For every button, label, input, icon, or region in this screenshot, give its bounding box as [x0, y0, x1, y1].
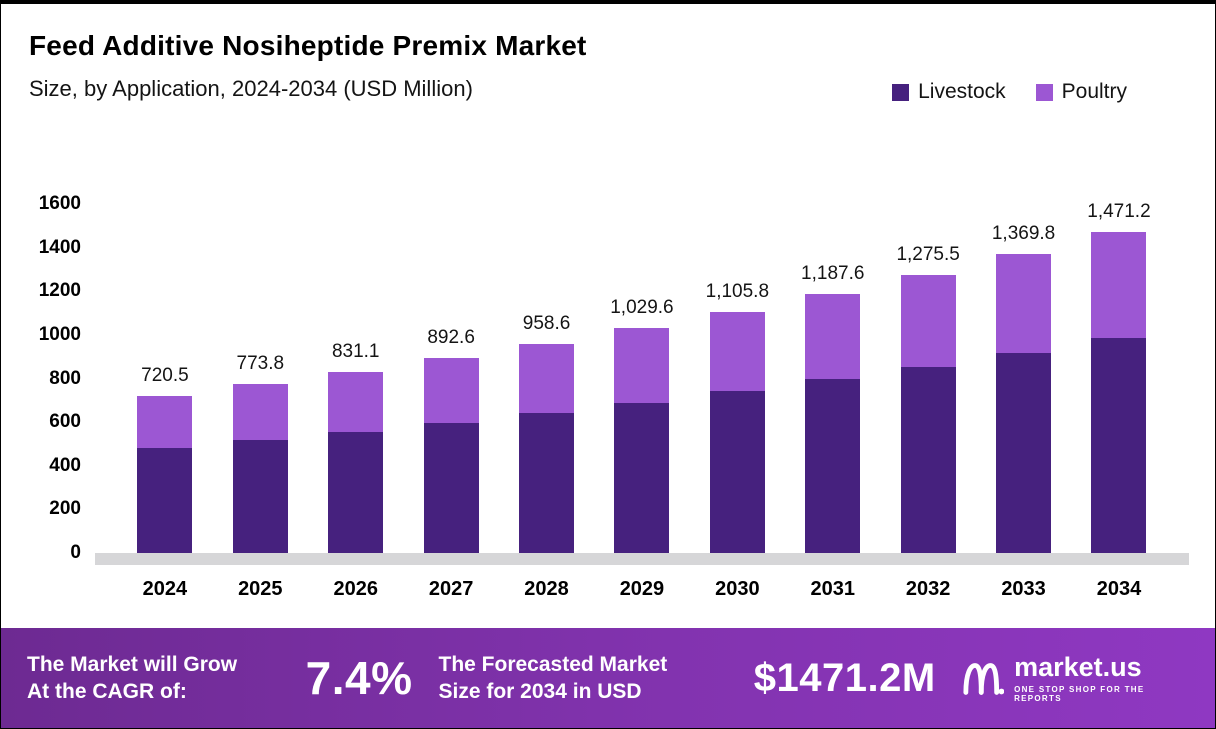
chart-title: Feed Additive Nosiheptide Premix Market: [29, 30, 587, 61]
legend-label-livestock: Livestock: [918, 80, 1006, 103]
bar-total-label: 720.5: [141, 364, 189, 386]
bar-segment-livestock: [614, 402, 670, 553]
legend-item-livestock: Livestock: [892, 80, 1006, 104]
x-axis-label: 2032: [905, 578, 951, 600]
bar-total-label: 831.1: [331, 340, 380, 362]
x-axis-label: 2026: [333, 578, 378, 600]
footer-forecast-caption-line1: The Forecasted Market: [438, 652, 668, 676]
brand-block: market.us ONE STOP SHOP FOR THE REPORTS: [962, 652, 1189, 703]
bar-segment-poultry: [996, 254, 1052, 353]
brand-name: market.us: [1014, 652, 1142, 683]
y-tick-label: 800: [49, 367, 81, 389]
plot: 720.5 2024 773.8 2025 831.1 2026 892.6 2027 958.…: [97, 201, 1187, 600]
x-axis-label: 2028: [524, 578, 569, 600]
bar-segment-poultry: [232, 384, 288, 441]
bar-segment-poultry: [423, 358, 479, 423]
baseline-shadow: [95, 553, 1189, 565]
legend-swatch-poultry: [1035, 83, 1053, 101]
bar-segment-livestock: [232, 440, 288, 553]
x-axis-label: 2027: [428, 578, 474, 600]
y-tick-label: 1600: [38, 193, 81, 214]
bar-segment-livestock: [996, 352, 1052, 553]
footer-cagr-caption: The Market will Grow At the CAGR of:: [27, 651, 280, 706]
bar-segment-livestock: [709, 391, 765, 553]
bar-segment-livestock: [1091, 337, 1147, 553]
footer-forecast-caption-line2: Size for 2034 in USD: [438, 680, 642, 703]
bar-segment-poultry: [709, 311, 765, 392]
bar-segment-livestock: [423, 422, 479, 553]
bar-column: 1,471.2 2034: [1087, 201, 1150, 600]
legend-label-poultry: Poultry: [1061, 80, 1127, 103]
bar-column: 773.8 2025: [232, 204, 288, 600]
bar-segment-livestock: [328, 431, 384, 553]
bar-segment-poultry: [900, 274, 956, 367]
bar-total-label: 958.6: [522, 312, 571, 334]
bar-column: 1,369.8 2033: [992, 204, 1055, 600]
y-tick-label: 0: [70, 542, 81, 563]
chart-subtitle: Size, by Application, 2024-2034 (USD Mil…: [29, 76, 473, 101]
footer-cagr-caption-line2: At the CAGR of:: [27, 680, 187, 703]
chart-legend: Livestock Poultry: [892, 80, 1127, 104]
brand-tagline: ONE STOP SHOP FOR THE REPORTS: [1014, 684, 1145, 703]
bar-segment-poultry: [328, 371, 384, 432]
x-axis-label: 2025: [238, 578, 283, 600]
bar-column: 831.1 2026: [328, 204, 384, 600]
bar-total-label: 1,369.8: [991, 223, 1056, 245]
bar-total-label: 1,187.6: [801, 262, 865, 284]
bar-column: 1,187.6 2031: [801, 204, 864, 600]
x-axis-label: 2031: [810, 578, 856, 600]
bar-column: 1,275.5 2032: [896, 204, 959, 600]
legend-swatch-livestock: [892, 83, 910, 101]
y-tick-label: 600: [49, 411, 81, 433]
bar-total-label: 1,105.8: [705, 280, 770, 302]
bar-total-label: 1,275.5: [896, 243, 960, 265]
x-axis-label: 2024: [142, 578, 188, 600]
x-axis-label: 2029: [619, 578, 665, 600]
marketus-logo-icon: [963, 663, 1005, 695]
bar-column: 958.6 2028: [519, 204, 575, 600]
y-axis: 0 200 400 600 800 1000 1200 1400 1600: [11, 193, 81, 563]
x-axis-label: 2033: [1001, 578, 1046, 600]
bar-segment-livestock: [519, 412, 575, 553]
y-tick-label: 1200: [38, 280, 81, 302]
bar-total-label: 1,029.6: [610, 297, 674, 319]
chart-header: Feed Additive Nosiheptide Premix Market …: [29, 30, 587, 102]
footer-forecast-caption: The Forecasted Market Size for 2034 in U…: [439, 651, 728, 706]
bar-column: 1,029.6 2029: [610, 204, 673, 600]
brand-text: market.us ONE STOP SHOP FOR THE REPORTS: [1014, 652, 1189, 703]
chart-area: 0 200 400 600 800 1000 1200 1400 1600 720.5 2024 7…: [39, 193, 1189, 600]
forecast-value: $1471.2M: [753, 655, 936, 700]
bar-total-label: 1,471.2: [1087, 201, 1151, 223]
bar-total-label: 773.8: [236, 353, 285, 375]
bar-column: 720.5 2024: [137, 204, 193, 600]
bar-segment-poultry: [519, 343, 575, 413]
cagr-value: 7.4%: [305, 652, 413, 704]
bar-column: 1,105.8 2030: [706, 204, 769, 600]
bar-segment-livestock: [900, 366, 956, 553]
bar-column: 892.6 2027: [423, 204, 479, 600]
bar-segment-livestock: [805, 379, 861, 553]
footer-cagr-caption-line1: The Market will Grow: [27, 652, 238, 676]
footer-banner: The Market will Grow At the CAGR of: 7.4…: [1, 628, 1215, 728]
bar-total-label: 892.6: [427, 327, 475, 349]
legend-item-poultry: Poultry: [1035, 80, 1127, 104]
bar-segment-poultry: [805, 293, 861, 380]
y-tick-label: 200: [49, 498, 81, 520]
x-axis-label: 2034: [1096, 578, 1142, 600]
bar-segment-poultry: [614, 328, 670, 403]
y-tick-label: 1400: [38, 236, 81, 258]
y-tick-label: 400: [49, 454, 81, 476]
bar-segment-poultry: [137, 395, 193, 448]
bar-segment-poultry: [1091, 232, 1147, 338]
x-axis-label: 2030: [715, 578, 760, 600]
y-tick-label: 1000: [38, 323, 81, 345]
bar-segment-livestock: [137, 447, 193, 553]
